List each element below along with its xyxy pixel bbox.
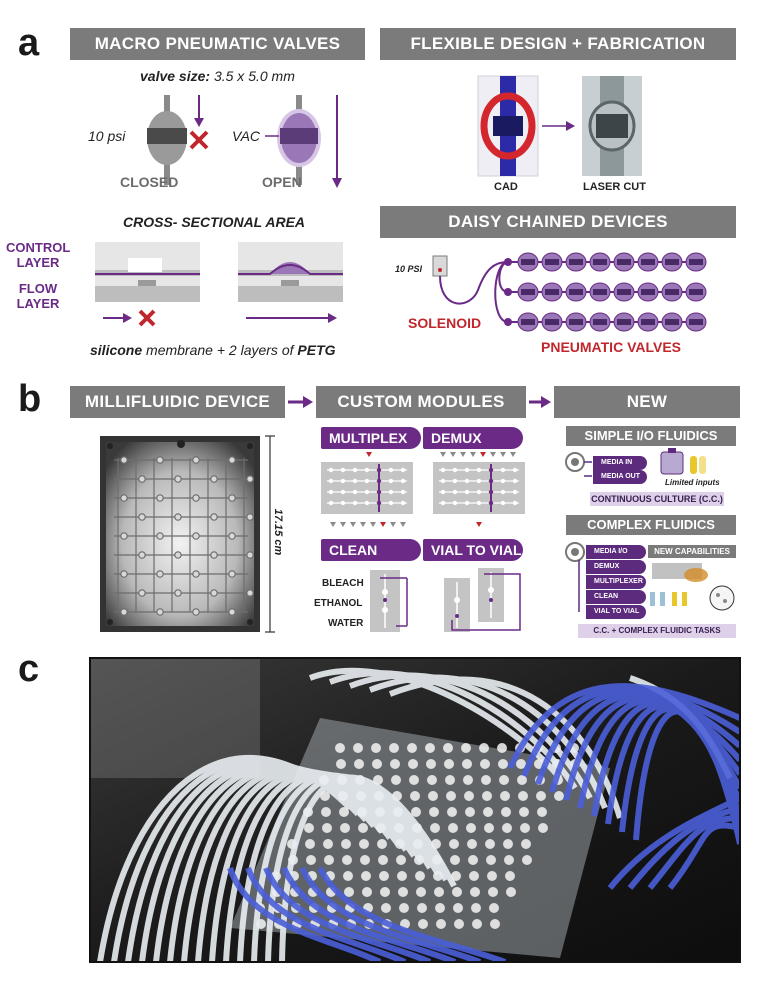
flow-layer-label: FLOW LAYER [16, 281, 60, 311]
closed-label: CLOSED [120, 174, 179, 190]
vac-label: VAC [232, 128, 261, 144]
custom-modules-header: CUSTOM MODULES [316, 386, 526, 418]
clean-pill: CLEAN [321, 539, 421, 561]
panel-letter-a: a [18, 22, 40, 64]
complex-item-clean: CLEAN [586, 590, 646, 604]
new-capabilities-header: NEW CAPABILITIES [648, 545, 736, 558]
bleach-label: BLEACH [322, 578, 364, 589]
continuous-culture-box: CONTINUOUS CULTURE (C.C.) [590, 492, 724, 506]
complex-item-demux: DEMUX [586, 560, 646, 574]
laser-cut-label: LASER CUT [583, 181, 646, 193]
limited-inputs-label: Limited inputs [665, 478, 720, 487]
complex-tasks-box: C.C. + COMPLEX FLUIDIC TASKS [578, 624, 736, 638]
cross-section-title: CROSS- SECTIONAL AREA [123, 214, 306, 230]
cad-label: CAD [494, 181, 518, 193]
media-out-tag: MEDIA OUT [593, 470, 647, 484]
solenoid-psi-label: 10 PSI [395, 264, 423, 274]
water-label: WATER [328, 618, 364, 629]
pressure-10psi-label: 10 psi [88, 128, 126, 144]
membrane-caption: silicone membrane + 2 layers of PETG [90, 342, 336, 358]
millifluidic-device-header: MILLIFLUIDIC DEVICE [70, 386, 285, 418]
complex-item-multiplexer: MULTIPLEXER [586, 575, 646, 589]
vial-to-vial-pill: VIAL TO VIAL [423, 539, 523, 561]
demux-pill: DEMUX [423, 427, 523, 449]
multiplex-pill: MULTIPLEX [321, 427, 421, 449]
panel-letter-b: b [18, 378, 42, 420]
flex-design-header: FLEXIBLE DESIGN + FABRICATION [380, 28, 736, 60]
media-in-tag: MEDIA IN [593, 456, 647, 470]
device-photograph [89, 657, 741, 963]
complex-item-media-io: MEDIA I/O [586, 545, 646, 559]
complex-item-vial-to-vial: VIAL TO VIAL [586, 605, 646, 619]
control-layer-label: CONTROL LAYER [6, 240, 71, 270]
macro-valves-header: MACRO PNEUMATIC VALVES [70, 28, 365, 60]
ethanol-label: ETHANOL [314, 598, 363, 609]
valve-size-text: valve size: 3.5 x 5.0 mm [140, 68, 295, 84]
daisy-chained-header: DAISY CHAINED DEVICES [380, 206, 736, 238]
simple-io-header: SIMPLE I/O FLUIDICS [566, 426, 736, 446]
pneumatic-valves-label: PNEUMATIC VALVES [541, 339, 682, 355]
complex-fluidics-header: COMPLEX FLUIDICS [566, 515, 736, 535]
open-label: OPEN [262, 174, 302, 190]
panel-letter-c: c [18, 648, 40, 690]
solenoid-label: SOLENOID [408, 315, 482, 331]
